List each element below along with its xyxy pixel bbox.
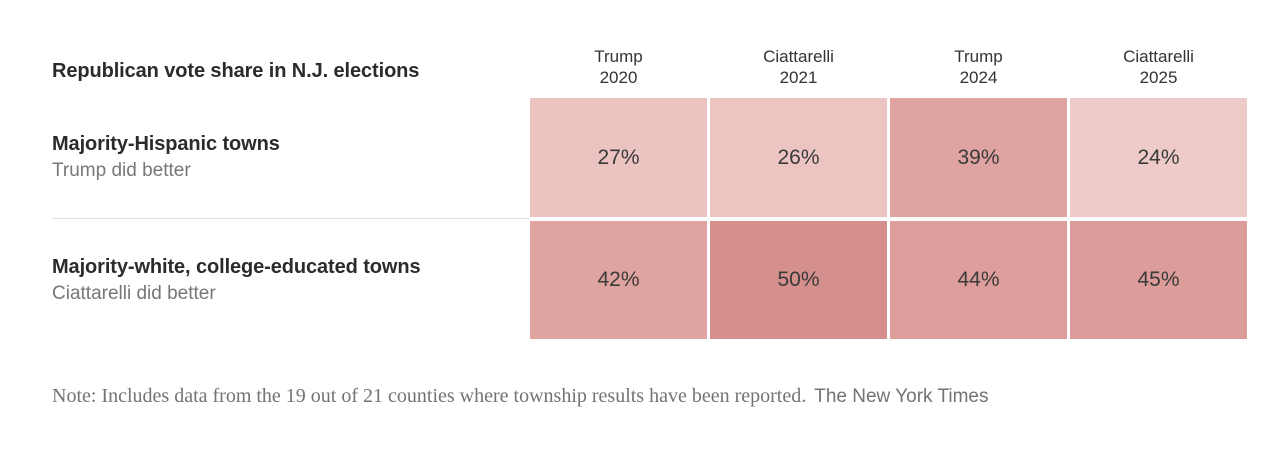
heatmap-row-hispanic-towns: Majority-Hispanic towns Trump did better…	[0, 98, 1280, 217]
heatmap-cell: 44%	[890, 221, 1067, 339]
heatmap-cell: 45%	[1070, 221, 1247, 339]
heatmap-cell: 24%	[1070, 98, 1247, 217]
column-header-line1: Trump	[594, 47, 643, 66]
heatmap-row-white-college-towns: Majority-white, college-educated towns C…	[0, 221, 1280, 339]
heatmap-cell: 27%	[530, 98, 707, 217]
column-header-line1: Ciattarelli	[1123, 47, 1194, 66]
chart-note: Note: Includes data from the 19 out of 2…	[52, 380, 1252, 413]
row-divider	[52, 218, 529, 219]
heatmap-cell: 42%	[530, 221, 707, 339]
column-header-line2: 2021	[779, 68, 818, 87]
column-header-ciattarelli-2025: Ciattarelli 2025	[1070, 42, 1247, 88]
source-credit: The New York Times	[814, 386, 989, 407]
column-header-ciattarelli-2021: Ciattarelli 2021	[710, 42, 887, 88]
heatmap-cell: 39%	[890, 98, 1067, 217]
note-text: Note: Includes data from the 19 out of 2…	[52, 385, 807, 407]
row-label: Majority-Hispanic towns	[52, 133, 280, 155]
column-header-trump-2024: Trump 2024	[890, 42, 1067, 88]
row-label-block: Majority-white, college-educated towns C…	[52, 221, 502, 339]
column-header-line2: 2020	[599, 68, 638, 87]
column-header-line1: Ciattarelli	[763, 47, 834, 66]
column-header-line2: 2024	[959, 68, 998, 87]
row-sublabel: Ciattarelli did better	[52, 282, 216, 304]
column-header-line2: 2025	[1139, 68, 1178, 87]
heatmap-cell: 50%	[710, 221, 887, 339]
row-label: Majority-white, college-educated towns	[52, 255, 421, 278]
column-header-trump-2020: Trump 2020	[530, 42, 707, 88]
row-sublabel: Trump did better	[52, 160, 191, 181]
row-label-block: Majority-Hispanic towns Trump did better	[52, 98, 502, 217]
column-header-line1: Trump	[954, 47, 1003, 66]
chart-title: Republican vote share in N.J. elections	[52, 60, 420, 82]
heatmap-cell: 26%	[710, 98, 887, 217]
